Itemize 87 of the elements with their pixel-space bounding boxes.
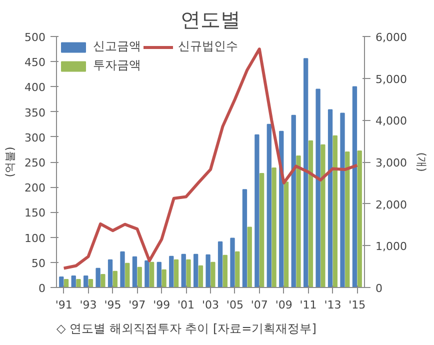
bar — [254, 134, 260, 288]
x-tick-label: '95 — [104, 298, 122, 312]
bar — [100, 274, 106, 288]
bar — [291, 114, 296, 288]
y2-tick-label: 0 — [376, 282, 382, 295]
bar — [71, 275, 76, 288]
bar — [260, 173, 264, 288]
bar — [76, 278, 81, 288]
bar — [181, 254, 186, 288]
x-tick-label: '05 — [226, 298, 244, 312]
bar — [235, 251, 240, 288]
y-tick-label: 450 — [24, 56, 46, 70]
bar — [88, 278, 94, 288]
legend-label: 투자금액 — [93, 57, 141, 74]
x-tick-label: '03 — [202, 298, 220, 312]
bar — [284, 182, 289, 288]
bar — [162, 269, 166, 288]
bar — [340, 112, 345, 288]
bar — [96, 268, 100, 288]
bar — [112, 270, 118, 288]
bar — [206, 254, 210, 288]
x-tick-label: '93 — [80, 298, 97, 312]
bar — [345, 151, 350, 288]
y-tick-label: 500 — [24, 31, 46, 44]
y-tick-label: 400 — [24, 81, 46, 94]
y2-axis-title: (개) — [414, 152, 428, 172]
bar — [247, 226, 252, 288]
bar — [194, 254, 198, 288]
x-tick-label: '15 — [348, 298, 366, 312]
bar — [222, 254, 228, 288]
bar — [137, 266, 142, 288]
bar — [332, 135, 338, 288]
y-tick-label: 0 — [38, 282, 46, 295]
bar — [186, 259, 191, 288]
y-tick-label: 150 — [24, 206, 46, 220]
bar — [84, 275, 88, 288]
y-tick-label: 200 — [24, 182, 46, 195]
bar — [156, 262, 162, 288]
bar — [352, 86, 358, 288]
y-tick-label: 50 — [32, 256, 46, 270]
x-tick-label: '13 — [324, 298, 342, 312]
y2-tick-label: 5,000 — [376, 72, 407, 86]
legend-label: 신규법인수 — [178, 38, 238, 55]
bar — [242, 189, 248, 288]
bar — [125, 262, 130, 288]
bar — [320, 144, 326, 288]
bar — [218, 241, 223, 288]
bar — [210, 262, 216, 288]
bar — [308, 140, 314, 288]
bar — [316, 88, 320, 288]
bar — [304, 58, 308, 288]
bar — [174, 259, 179, 288]
bar — [328, 109, 333, 288]
bar — [272, 168, 276, 288]
bar — [150, 262, 154, 288]
bar — [120, 251, 125, 288]
y-tick-label: 100 — [24, 232, 46, 245]
x-tick-label: '99 — [153, 298, 170, 312]
bar — [169, 256, 174, 288]
y2-tick-label: 6,000 — [376, 31, 407, 44]
y2-tick-label: 1,000 — [376, 240, 407, 254]
y2-tick-label: 2,000 — [376, 198, 407, 212]
x-tick-label: '01 — [178, 298, 195, 312]
x-tick-label: '11 — [300, 298, 317, 312]
text: ◇ 연도별 해외직접투자 추이 [자료=기획재정부] — [56, 322, 316, 336]
y-tick-label: 350 — [24, 106, 46, 120]
y-tick-label: 300 — [24, 131, 46, 144]
x-tick-label: '97 — [128, 298, 146, 312]
bar — [144, 260, 150, 288]
bar — [230, 238, 235, 288]
bar — [266, 124, 272, 288]
y2-tick-label: 3,000 — [376, 156, 407, 170]
x-tick-label: '91 — [55, 298, 72, 312]
bar — [296, 155, 301, 288]
x-tick-label: '07 — [250, 298, 268, 312]
chart-title: 연도별 — [180, 8, 240, 32]
x-tick-label: '09 — [275, 298, 292, 312]
y-tick-label: 250 — [24, 156, 46, 170]
bar — [64, 278, 69, 288]
bar — [108, 259, 113, 288]
bar — [132, 256, 138, 288]
y2-tick-label: 4,000 — [376, 114, 407, 128]
bar — [59, 276, 64, 288]
bar — [357, 150, 362, 288]
bar — [198, 265, 204, 288]
y-axis-title: (억불) — [4, 146, 17, 178]
legend-label: 신고금액 — [93, 38, 141, 55]
